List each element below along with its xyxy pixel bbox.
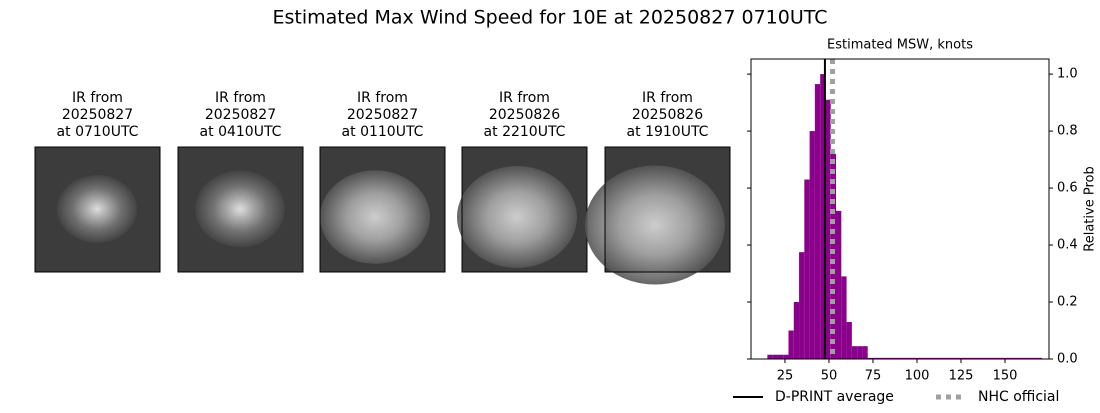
bar: [836, 210, 842, 359]
bar: [767, 354, 773, 359]
bar: [772, 354, 778, 359]
panel-label: IR from: [357, 90, 408, 106]
panel-label: at 0710UTC: [57, 124, 139, 140]
panel-label: at 1910UTC: [627, 124, 709, 140]
panel-label: at 0110UTC: [342, 124, 424, 140]
bar: [862, 346, 868, 359]
bar: [777, 354, 784, 359]
y-tick-label: 0.4: [1057, 238, 1078, 253]
ir-frame: [319, 146, 446, 273]
bar: [788, 330, 794, 359]
bar: [867, 357, 1042, 359]
plot-frame: [750, 58, 1050, 360]
bar: [793, 302, 800, 359]
y-tick-label: 0.2: [1057, 295, 1078, 310]
cloud: [585, 165, 725, 285]
panel-label: IR from: [499, 90, 550, 106]
chart-title: Estimated MSW, knots: [827, 38, 973, 53]
bar: [804, 179, 810, 359]
cloud: [457, 166, 577, 268]
y-tick-label: 0.6: [1057, 181, 1078, 196]
x-tick-label: 25: [777, 369, 794, 384]
y-tick-label: 1.0: [1057, 67, 1078, 82]
ir-frame: [177, 146, 304, 273]
panel-label: IR from: [72, 90, 123, 106]
x-tick-label: 100: [905, 369, 930, 384]
bar: [799, 252, 805, 359]
bar: [783, 354, 789, 359]
x-tick-label: 125: [949, 369, 974, 384]
bar: [809, 131, 815, 359]
panel-label: 20250827: [205, 107, 276, 123]
bar: [851, 346, 858, 359]
bar: [830, 153, 837, 359]
legend-label: D-PRINT average: [775, 389, 894, 405]
bar: [820, 74, 826, 359]
legend-label: NHC official: [978, 389, 1059, 405]
x-tick-label: 75: [865, 369, 882, 384]
histogram: Estimated MSW, knots D-PRINT average NHC o…: [733, 38, 1098, 405]
panel-label: 20250826: [632, 107, 703, 123]
bar: [825, 99, 831, 360]
ir-frame: [604, 146, 731, 273]
y-axis-label: Relative Prob: [1083, 166, 1098, 251]
ir-frame: [461, 146, 588, 273]
panel-label: 20250827: [62, 107, 133, 123]
bar: [814, 84, 821, 359]
y-tick-label: 0.8: [1057, 124, 1078, 139]
panel-label: IR from: [215, 90, 266, 106]
x-tick-label: 50: [821, 369, 838, 384]
cloud: [195, 170, 285, 248]
panel-label: at 2210UTC: [484, 124, 566, 140]
panel-label: IR from: [642, 90, 693, 106]
cloud: [320, 170, 430, 264]
bar: [841, 276, 847, 359]
bar: [846, 321, 852, 359]
bar: [857, 346, 863, 359]
figure-title: Estimated Max Wind Speed for 10E at 2025…: [272, 7, 827, 29]
cloud: [57, 175, 137, 243]
panel-label: 20250826: [489, 107, 560, 123]
panel-label: at 0410UTC: [200, 124, 282, 140]
y-tick-label: 0.0: [1057, 352, 1078, 367]
x-tick-label: 150: [993, 369, 1018, 384]
panel-label: 20250827: [347, 107, 418, 123]
ir-frame: [34, 146, 161, 273]
